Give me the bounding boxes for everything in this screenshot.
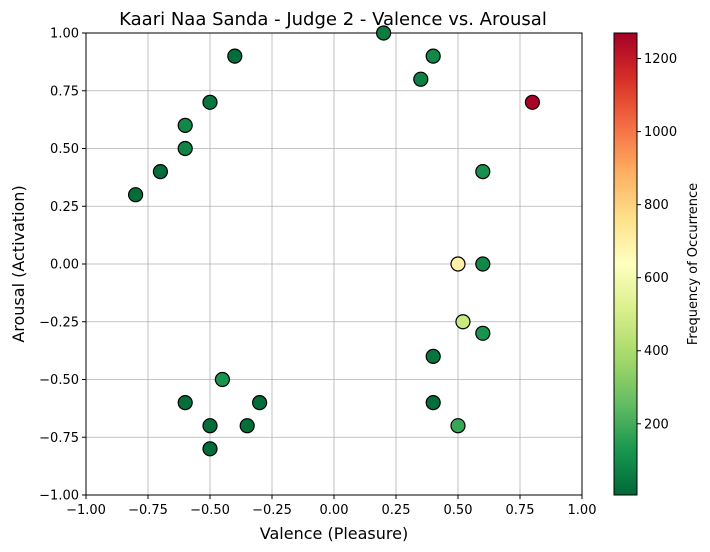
scatter-point: [475, 164, 491, 180]
grid-lines: [85, 32, 583, 496]
y-tick-label: 0.75: [50, 84, 79, 99]
scatter-point: [239, 418, 255, 434]
scatter-point: [202, 94, 218, 110]
scatter-point: [128, 187, 144, 203]
scatter-point: [177, 117, 193, 134]
x-axis-label: Valence (Pleasure): [260, 524, 408, 543]
scatter-point: [425, 348, 441, 364]
scatter-point: [524, 94, 541, 110]
y-tick-label: −0.25: [39, 315, 79, 330]
colorbar-tick-label: 200: [644, 417, 669, 432]
colorbar: [613, 32, 638, 496]
scatter-point: [450, 418, 466, 434]
y-tick-label: 1.00: [50, 27, 79, 42]
y-tick-label: −0.50: [39, 373, 79, 388]
axis-ticks: −1.00 −0.75 −0.50 −0.25 0.00 0.25 0.50 0.75 1.00…: [39, 27, 596, 519]
plot-area-frame: [85, 32, 583, 496]
data-points: [128, 25, 541, 457]
chart-title: Kaari Naa Sanda - Judge 2 - Valence vs. …: [119, 9, 547, 30]
colorbar-tick-label: 1200: [644, 52, 677, 67]
x-tick-label: 0.75: [506, 503, 535, 518]
x-tick-label: 1.00: [568, 503, 597, 518]
colorbar-tick-label: 600: [644, 271, 669, 286]
x-tick-label: −0.25: [252, 503, 292, 518]
scatter-point: [202, 441, 218, 457]
colorbar-tick-label: 400: [644, 344, 669, 359]
x-tick-label: −0.50: [190, 503, 230, 518]
colorbar-label: Frequency of Occurrence: [686, 183, 701, 345]
x-tick-label: 0.50: [444, 503, 473, 518]
scatter-point: [425, 48, 441, 64]
scatter-point: [376, 25, 392, 41]
y-tick-label: 0.50: [50, 142, 79, 157]
x-tick-label: −0.75: [128, 503, 168, 518]
scatter-point: [177, 395, 193, 411]
scatter-point: [214, 371, 230, 388]
scatter-point: [425, 395, 441, 411]
scatter-point: [475, 325, 491, 341]
scatter-point: [202, 418, 218, 434]
y-tick-label: 0.00: [50, 258, 79, 273]
x-tick-label: −1.00: [66, 503, 106, 518]
scatter-point: [227, 48, 243, 64]
y-tick-label: −1.00: [39, 489, 79, 504]
scatter-point: [450, 256, 466, 272]
scatter-point: [252, 395, 268, 411]
colorbar-tick-label: 800: [644, 198, 669, 213]
y-tick-label: 0.25: [50, 200, 79, 215]
colorbar-ticks: 200 400 600 800 1000 1200: [637, 52, 677, 432]
y-axis-label: Arousal (Activation): [9, 185, 28, 342]
x-tick-label: 0.00: [320, 503, 349, 518]
scatter-point: [475, 256, 491, 272]
colorbar-tick-label: 1000: [644, 125, 677, 140]
scatter-point: [455, 314, 471, 330]
x-tick-label: 0.25: [382, 503, 411, 518]
scatter-point: [177, 140, 193, 157]
y-tick-label: −0.75: [39, 431, 79, 446]
scatter-point: [413, 71, 429, 87]
scatter-point: [152, 164, 168, 180]
